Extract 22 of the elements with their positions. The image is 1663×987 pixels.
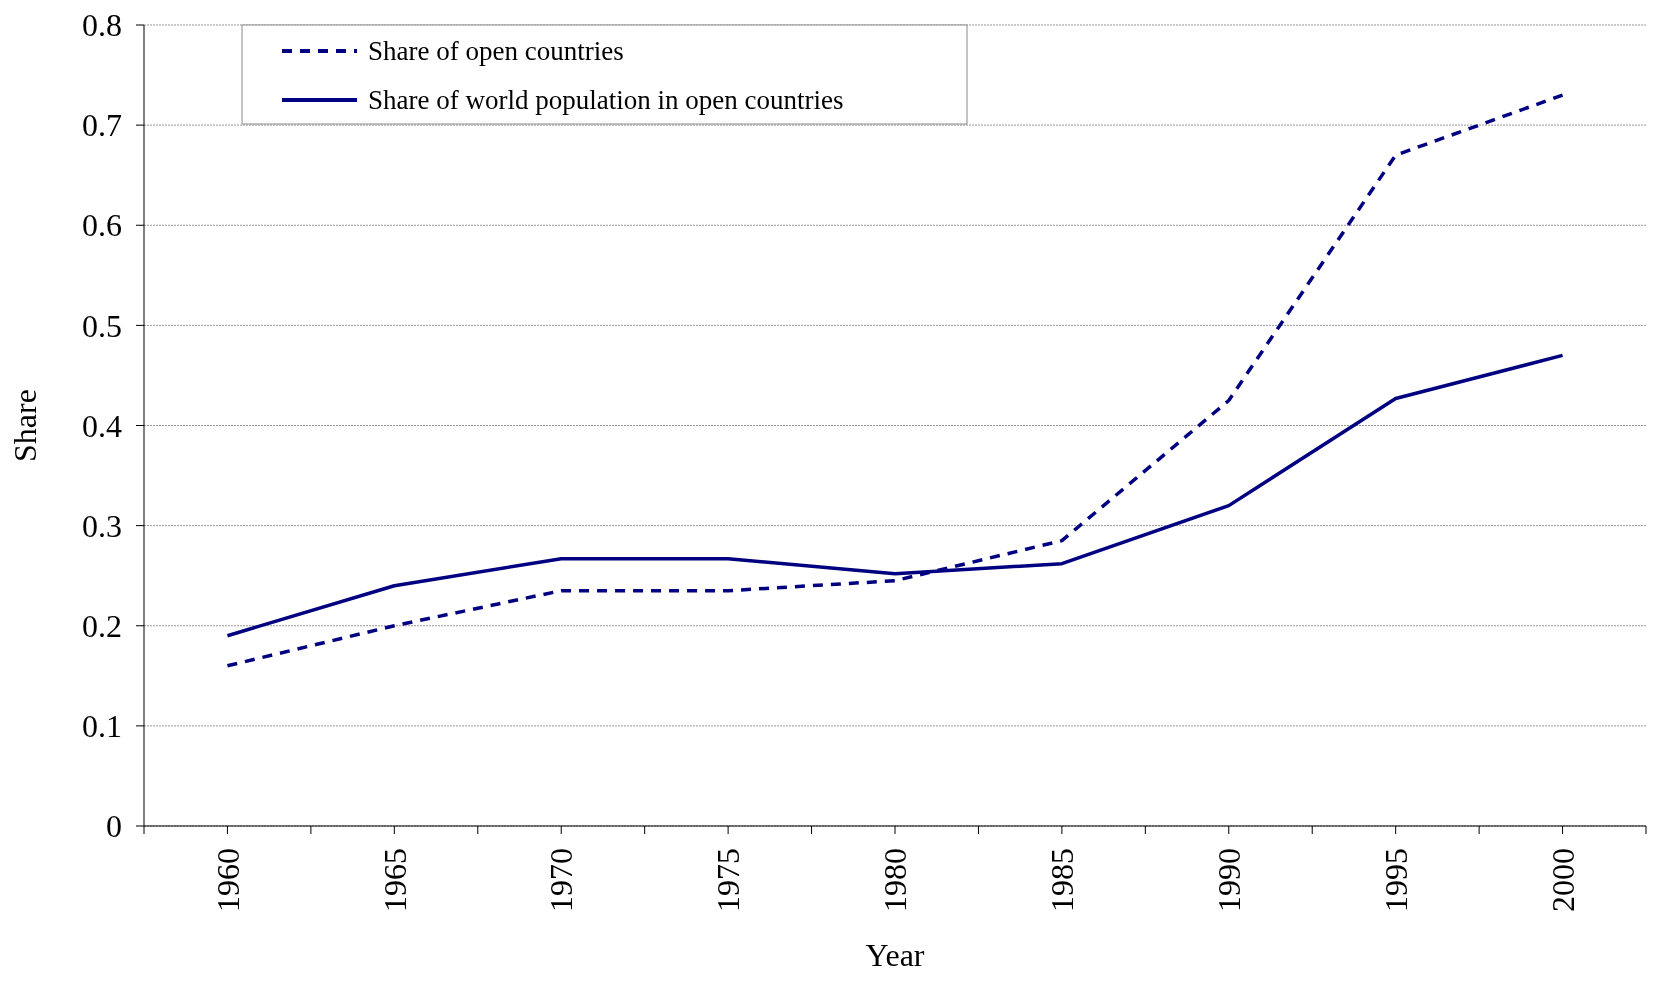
legend-label: Share of open countries	[368, 36, 624, 66]
x-tick-label: 1960	[209, 848, 246, 912]
x-tick-label: 1970	[543, 848, 580, 912]
legend-label: Share of world population in open countries	[368, 85, 844, 115]
y-tick-label: 0.4	[82, 407, 122, 444]
y-tick-label: 0.7	[82, 107, 122, 144]
y-tick-label: 0.5	[82, 307, 122, 344]
y-tick-label: 0	[106, 808, 122, 845]
y-tick-label: 0.1	[82, 708, 122, 745]
x-tick-label: 2000	[1544, 848, 1581, 912]
y-tick-label: 0.3	[82, 507, 122, 544]
y-tick-label: 0.8	[82, 7, 122, 44]
x-tick-label: 1985	[1044, 848, 1081, 912]
x-tick-label: 1980	[877, 848, 914, 912]
y-tick-label: 0.6	[82, 207, 122, 244]
y-axis-title: Share	[7, 389, 43, 462]
x-axis-title: Year	[865, 937, 925, 973]
x-tick-label: 1990	[1210, 848, 1247, 912]
y-tick-label: 0.2	[82, 607, 122, 644]
x-tick-label: 1995	[1377, 848, 1414, 912]
x-tick-label: 1975	[710, 848, 747, 912]
x-tick-label: 1965	[376, 848, 413, 912]
